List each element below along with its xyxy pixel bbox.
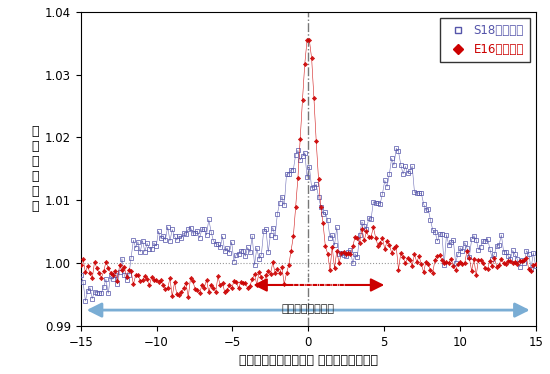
Text: 普通銅の水出入圆: 普通銅の水出入圆 <box>282 304 335 314</box>
Legend: S18：普通銅, E16：合金銅: S18：普通銅, E16：合金銅 <box>441 18 530 62</box>
Text: 合金銅の水出入圆: 合金銅の水出入圆 <box>293 277 345 287</box>
Y-axis label: 中
性
子
強
度
比: 中 性 子 強 度 比 <box>31 125 39 213</box>
X-axis label: 腐食中央部からの距離 ［ミリメートル］: 腐食中央部からの距離 ［ミリメートル］ <box>239 354 378 367</box>
